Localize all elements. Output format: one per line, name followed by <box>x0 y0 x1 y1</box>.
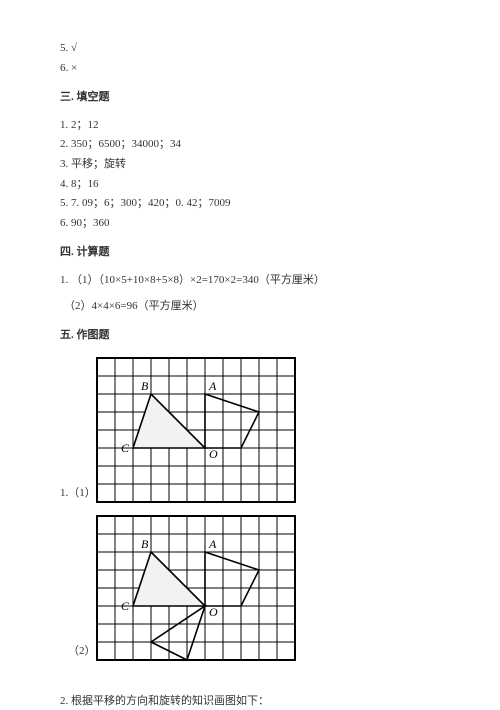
fill-item: 2. 350；6500；34000；34 <box>60 136 440 154</box>
figure-1-svg: B A C O <box>96 357 296 503</box>
section-3-title: 三. 填空题 <box>60 89 440 107</box>
fill-item: 6. 90；360 <box>60 215 440 233</box>
calc-line: 1. （1）（10×5+10×8+5×8）×2=170×2=340（平方厘米） <box>60 272 440 290</box>
drawing-q2: 2. 根据平移的方向和旋转的知识画图如下： <box>60 693 440 710</box>
svg-text:A: A <box>208 537 217 551</box>
fill-item: 1. 2；12 <box>60 117 440 135</box>
svg-text:O: O <box>209 447 218 461</box>
figure-2: （2） B A C O <box>60 515 440 661</box>
svg-text:C: C <box>121 599 130 613</box>
top-item: 6. × <box>60 60 440 78</box>
fill-item: 5. 7. 09；6；300；420；0. 42；7009 <box>60 195 440 213</box>
section-4-title: 四. 计算题 <box>60 244 440 262</box>
figure-2-label: （2） <box>68 643 96 661</box>
section-5-title: 五. 作图题 <box>60 327 440 345</box>
svg-text:B: B <box>141 537 149 551</box>
svg-text:B: B <box>141 379 149 393</box>
svg-text:A: A <box>208 379 217 393</box>
fill-item: 4. 8；16 <box>60 176 440 194</box>
figure-1-label: 1.（1） <box>60 485 96 503</box>
figure-2-svg: B A C O <box>96 515 296 661</box>
figure-1: 1.（1） B A C O <box>60 357 440 503</box>
svg-text:C: C <box>121 441 130 455</box>
top-item: 5. √ <box>60 40 440 58</box>
svg-text:O: O <box>209 605 218 619</box>
fill-item: 3. 平移；旋转 <box>60 156 440 174</box>
calc-line: （2）4×4×6=96（平方厘米） <box>64 298 440 316</box>
